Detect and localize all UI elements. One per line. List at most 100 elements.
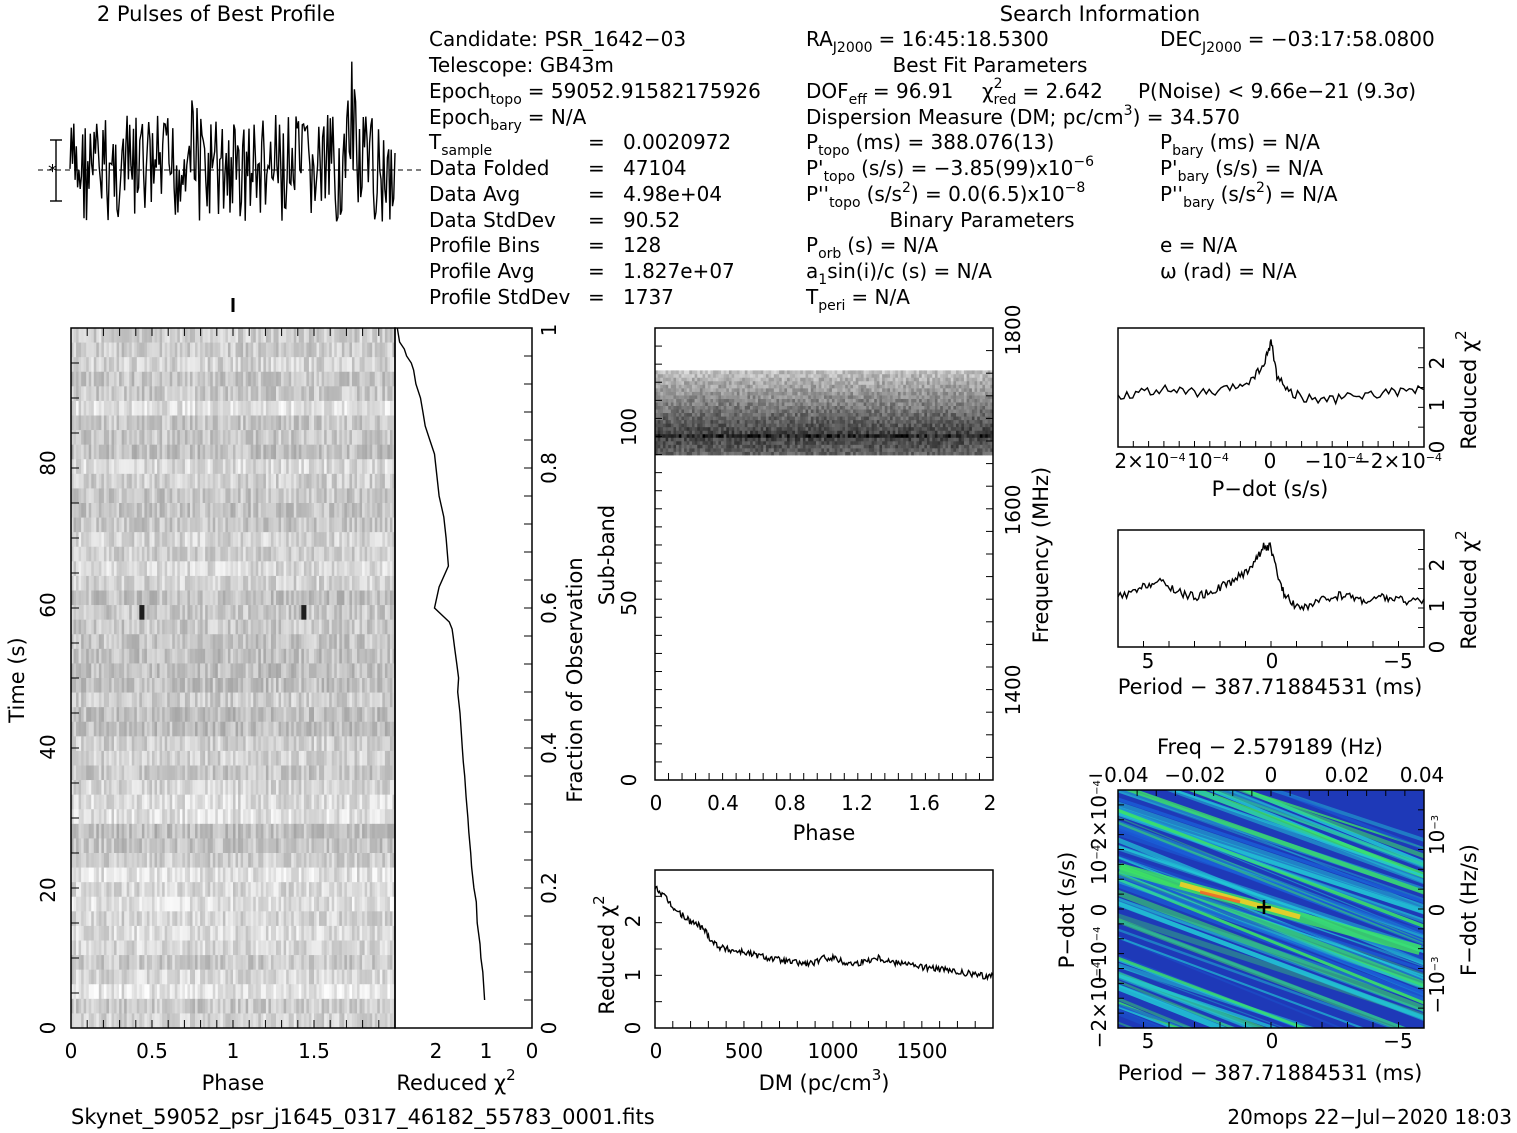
tp-cell [141,488,145,504]
tp-cell [210,780,214,795]
tp-cell [207,342,211,358]
tp-cell [346,575,350,591]
tp-cell [321,444,325,460]
tp-cell [260,473,264,489]
tp-cell [98,444,102,460]
tp-cell [319,794,322,810]
tp-cell [303,678,307,693]
tp-cell [253,882,257,898]
tp-cell [98,532,102,548]
tp-cell [81,546,84,562]
tp-cell [136,503,140,518]
tp-cell [248,765,252,781]
tp-cell [162,488,165,504]
tp-cell [129,357,133,373]
tp-cell [258,634,262,650]
tp-cell [164,371,168,387]
tp-cell [268,721,272,737]
tp-cell [346,736,350,752]
tp-cell [233,721,236,737]
tp-cell [124,707,127,723]
tp-cell [215,692,219,708]
tp-cell [197,823,201,839]
tp-cell [93,459,97,475]
tp-cell [141,328,145,343]
tp-cell [329,575,333,591]
tp-cell [197,532,201,548]
tp-cell [81,430,84,445]
tp-cell [306,838,310,854]
tp-cell [374,634,378,650]
tp-cell [273,663,277,679]
tp-cell [202,648,206,664]
tp-cell [78,853,82,868]
tp-cell [321,823,325,839]
tp-cell [179,444,183,460]
tp-cell [296,575,300,591]
tp-cell [81,882,84,898]
tp-cell [243,590,246,606]
tp-cell [374,648,378,664]
tp-cell [321,546,325,562]
tp-cell [227,400,231,416]
tp-cell [159,721,163,737]
tp-cell [121,430,125,445]
tp-cell [114,619,117,635]
tp-cell [243,838,246,854]
tp-cell [83,648,87,664]
tp-cell [357,648,360,664]
tp-cell [195,721,198,737]
tp-cell [86,605,90,620]
tp-cell [139,678,143,693]
tp-cell [263,532,267,548]
tp-cell [149,488,153,504]
tp-cell [83,867,87,883]
tp-cell [392,634,395,650]
tp-cell [78,882,82,898]
tp-cell [369,371,373,387]
tp-cell [121,838,125,854]
tp-cell [270,823,274,839]
tp-cell [276,605,279,620]
tp-cell [377,342,381,358]
tp-cell [144,809,148,825]
tp-cell [248,400,252,416]
tp-cell [83,605,87,620]
tp-cell [116,794,120,810]
tp-cell [91,328,95,343]
tp-cell [129,634,133,650]
tp-cell [250,707,254,723]
tp-cell [357,809,360,825]
tp-cell [187,678,191,693]
tp-cell [149,590,153,606]
tp-cell [324,415,327,431]
tp-cell [88,838,92,854]
tp-cell [351,619,355,635]
tp-cell [197,590,201,606]
tp-cell [205,882,208,898]
tp-cell [245,503,249,518]
tp-cell [96,459,100,475]
tp-cell [255,794,259,810]
tp-cell [141,386,145,402]
tp-cell [273,459,277,475]
tp-cell [169,532,173,548]
tp-cell [116,371,120,387]
tp-cell [200,415,203,431]
tp-cell [245,473,249,489]
tp-cell [288,721,292,737]
tp-cell [222,590,226,606]
tp-cell [126,634,130,650]
tp-cell [260,663,264,679]
tp-cell [172,415,176,431]
tp-cell [369,473,373,489]
tp-cell [245,867,249,883]
tp-cell [283,648,287,664]
tp-cell [129,532,133,548]
tp-cell [283,561,287,577]
tp-cell [276,823,279,839]
tp-cell [382,430,386,445]
tp-cell [314,590,317,606]
tp-cell [283,853,287,868]
tp-cell [382,707,386,723]
